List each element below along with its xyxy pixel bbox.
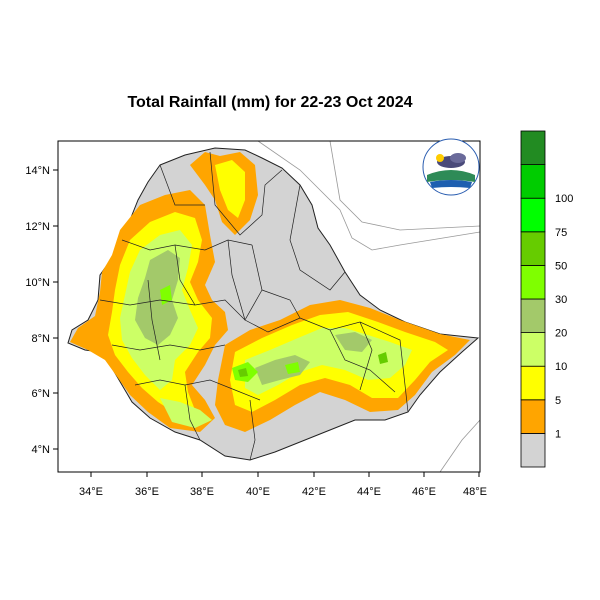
ethiopian-meteorology-institute-logo — [422, 138, 480, 196]
lon-tick-label: 48°E — [463, 486, 487, 498]
legend-swatch — [520, 432, 546, 468]
legend-label: 20 — [555, 328, 567, 340]
map-frame — [57, 140, 481, 473]
lon-tick-label: 38°E — [190, 486, 214, 498]
lat-tick-label: 10°N — [25, 277, 50, 289]
legend-label: 5 — [555, 395, 561, 407]
legend-swatch — [520, 231, 546, 266]
legend-swatch — [520, 298, 546, 333]
legend-label: 100 — [555, 193, 573, 205]
lat-ticks — [53, 169, 58, 450]
legend-swatch — [520, 399, 546, 434]
lon-tick-label: 34°E — [79, 486, 103, 498]
legend-swatch — [520, 164, 546, 199]
lon-tick-label: 36°E — [135, 486, 159, 498]
lon-tick-label: 46°E — [412, 486, 436, 498]
lat-tick-label: 12°N — [25, 221, 50, 233]
legend-label: 75 — [555, 227, 567, 239]
rainfall-darkgreen — [238, 352, 388, 377]
lon-tick-label: 40°E — [246, 486, 270, 498]
lon-tick-label: 42°E — [302, 486, 326, 498]
legend-label: 50 — [555, 260, 567, 272]
legend-label: 10 — [555, 361, 567, 373]
region-borders — [99, 151, 409, 461]
lat-tick-label: 6°N — [32, 388, 51, 400]
lon-ticks — [90, 472, 480, 477]
lat-tick-label: 8°N — [32, 333, 51, 345]
map-title: Total Rainfall (mm) for 22-23 Oct 2024 — [127, 94, 413, 111]
legend-label: 1 — [555, 428, 561, 440]
rainfall-legend: 1 5 10 20 30 50 75 100 — [520, 130, 573, 468]
legend-swatch — [520, 264, 546, 300]
lat-tick-label: 4°N — [32, 444, 51, 456]
legend-swatch — [520, 365, 546, 401]
lon-tick-label: 44°E — [357, 486, 381, 498]
legend-swatch — [520, 130, 546, 165]
lat-tick-label: 14°N — [25, 165, 50, 177]
legend-swatch — [520, 332, 546, 367]
neighbour-borders — [257, 140, 481, 473]
rainfall-midgreen — [135, 250, 372, 385]
legend-swatch — [520, 197, 546, 233]
legend-label: 30 — [555, 294, 567, 306]
